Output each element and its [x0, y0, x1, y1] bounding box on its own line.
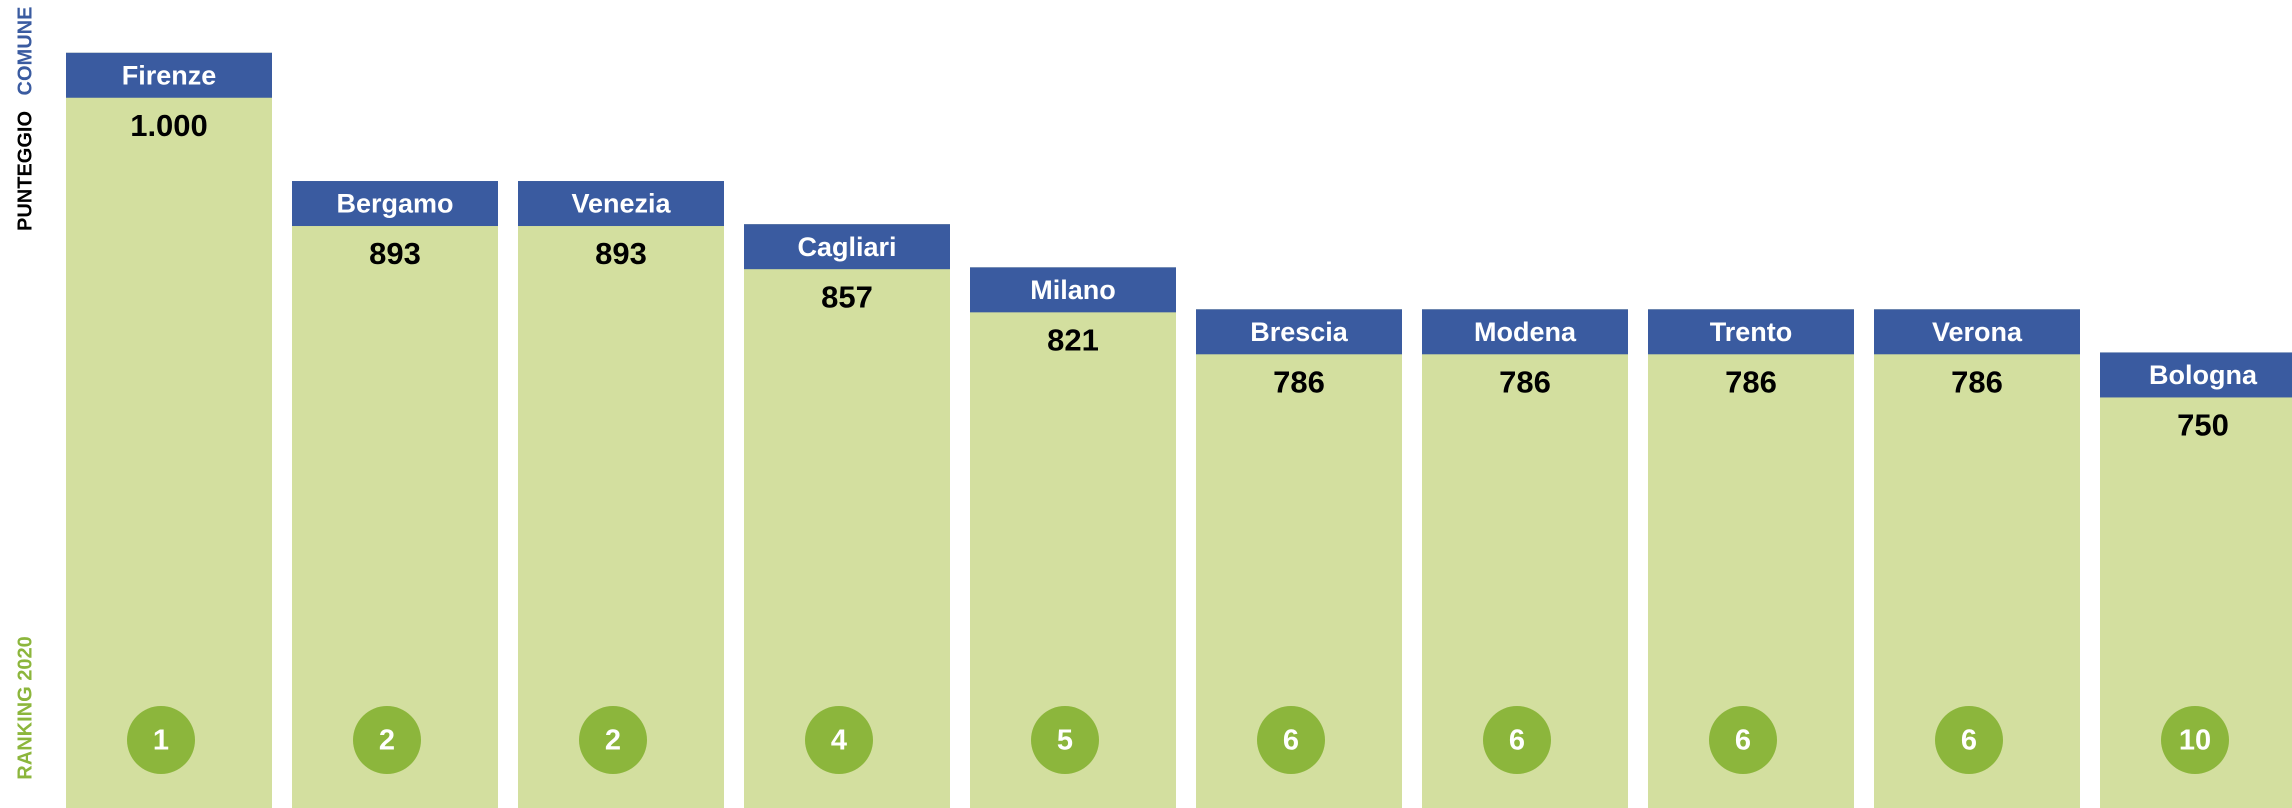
- category-label: Modena: [1474, 317, 1577, 347]
- category-label: Trento: [1710, 317, 1793, 347]
- category-label: Firenze: [122, 60, 217, 90]
- rank-label: 4: [831, 725, 847, 757]
- rank-badge: [1257, 706, 1325, 774]
- bar: [518, 181, 724, 808]
- bar-header: [66, 52, 272, 98]
- bar: [292, 181, 498, 808]
- rank-label: 5: [1057, 725, 1073, 757]
- value-label: 786: [1951, 364, 2003, 399]
- rank-badge: [127, 706, 195, 774]
- rank-label: 2: [379, 725, 395, 757]
- category-label: Cagliari: [797, 232, 896, 262]
- bar-header: [1422, 309, 1628, 355]
- bar: [66, 52, 272, 808]
- rank-label: 6: [1961, 725, 1977, 757]
- category-label: Milano: [1030, 275, 1116, 305]
- value-label: 750: [2177, 408, 2229, 443]
- rank-label: 6: [1283, 725, 1299, 757]
- category-label: Verona: [1932, 317, 2023, 347]
- rank-badge: [805, 706, 873, 774]
- rank-label: 10: [2179, 725, 2211, 757]
- rank-badge: [2161, 706, 2229, 774]
- category-label: Bergamo: [336, 189, 453, 219]
- value-label: 786: [1273, 364, 1325, 399]
- value-label: 821: [1047, 323, 1099, 358]
- rank-badge: [579, 706, 647, 774]
- bar-header: [744, 224, 950, 270]
- bar-header: [2100, 352, 2292, 398]
- side-label: COMUNE: [14, 7, 36, 96]
- rank-badge: [1935, 706, 2003, 774]
- category-label: Brescia: [1250, 317, 1349, 347]
- value-label: 786: [1725, 364, 1777, 399]
- rank-badge: [1709, 706, 1777, 774]
- rank-badge: [1483, 706, 1551, 774]
- rank-label: 2: [605, 725, 621, 757]
- category-label: Bologna: [2149, 360, 2258, 390]
- rank-badge: [353, 706, 421, 774]
- value-label: 893: [595, 236, 647, 271]
- category-label: Venezia: [571, 189, 671, 219]
- bar-header: [1648, 309, 1854, 355]
- bar-header: [292, 181, 498, 227]
- bar-header: [1874, 309, 2080, 355]
- value-label: 786: [1499, 364, 1551, 399]
- value-label: 893: [369, 236, 421, 271]
- value-label: 1.000: [130, 108, 208, 143]
- rank-label: 1: [153, 725, 169, 757]
- side-label: RANKING 2020: [14, 636, 36, 779]
- rank-label: 6: [1509, 725, 1525, 757]
- bar-header: [1196, 309, 1402, 355]
- bar-header: [970, 267, 1176, 313]
- value-label: 857: [821, 279, 873, 314]
- side-label: PUNTEGGIO: [14, 111, 36, 231]
- rank-badge: [1031, 706, 1099, 774]
- rank-label: 6: [1735, 725, 1751, 757]
- bar-header: [518, 181, 724, 227]
